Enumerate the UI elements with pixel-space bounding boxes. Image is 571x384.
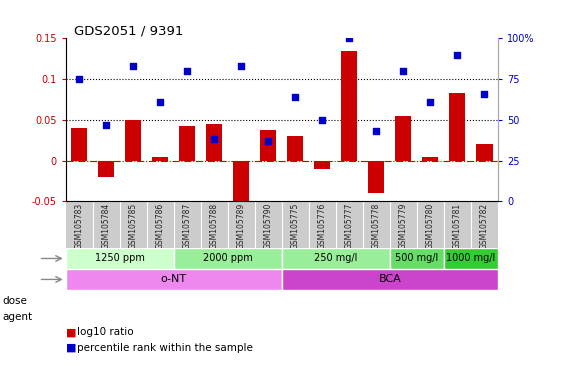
Point [291,94,300,100]
Bar [282,248,390,269]
Text: GSM105779: GSM105779 [399,203,408,249]
Text: GSM105787: GSM105787 [183,203,192,249]
Bar [314,161,331,169]
Bar [423,157,439,161]
Bar [476,144,493,161]
Bar [444,248,498,269]
Text: GDS2051 / 9391: GDS2051 / 9391 [74,24,184,37]
Point [264,138,273,144]
Bar [174,248,282,269]
Text: 250 mg/l: 250 mg/l [314,253,357,263]
Text: GSM105783: GSM105783 [75,203,84,249]
Text: agent: agent [3,312,33,322]
Text: GSM105777: GSM105777 [345,203,354,249]
Point [237,63,246,69]
Point [453,51,462,58]
Text: ■: ■ [66,343,76,353]
Bar [287,136,303,161]
Bar [282,269,498,290]
Text: ■: ■ [66,327,76,337]
Bar [233,161,250,214]
Text: GSM105786: GSM105786 [156,203,164,249]
Point [345,35,354,41]
Bar [206,124,222,161]
Text: o-NT: o-NT [160,275,187,285]
Text: 1000 mg/l: 1000 mg/l [447,253,496,263]
Text: dose: dose [3,296,28,306]
Text: BCA: BCA [379,275,401,285]
Bar [66,269,282,290]
Bar [98,161,114,177]
Text: GSM105789: GSM105789 [237,203,246,249]
Bar [125,120,141,161]
Point [399,68,408,74]
Text: GSM105780: GSM105780 [426,203,435,249]
Text: 2000 ppm: 2000 ppm [203,253,252,263]
Text: GSM105785: GSM105785 [128,203,138,249]
Bar [152,157,168,161]
Text: GSM105781: GSM105781 [453,203,462,249]
Bar [395,116,412,161]
Point [426,99,435,105]
Bar [341,51,357,161]
Bar [368,161,384,193]
Bar [71,128,87,161]
Point [102,122,111,128]
Point [480,91,489,97]
Point [372,128,381,134]
Point [156,99,165,105]
Bar [260,130,276,161]
Text: GSM105778: GSM105778 [372,203,381,249]
Text: GSM105784: GSM105784 [102,203,111,249]
Point [128,63,138,69]
Text: GSM105790: GSM105790 [264,203,273,249]
Point [317,117,327,123]
Point [210,136,219,142]
Bar [449,93,465,161]
Text: GSM105788: GSM105788 [210,203,219,249]
Bar [179,126,195,161]
Point [183,68,192,74]
Bar [66,248,174,269]
Text: 1250 ppm: 1250 ppm [95,253,144,263]
Text: GSM105775: GSM105775 [291,203,300,249]
Text: percentile rank within the sample: percentile rank within the sample [77,343,253,353]
Text: GSM105782: GSM105782 [480,203,489,249]
Text: log10 ratio: log10 ratio [77,327,134,337]
Point [75,76,84,82]
Text: GSM105776: GSM105776 [318,203,327,249]
Text: 500 mg/l: 500 mg/l [395,253,439,263]
Bar [390,248,444,269]
